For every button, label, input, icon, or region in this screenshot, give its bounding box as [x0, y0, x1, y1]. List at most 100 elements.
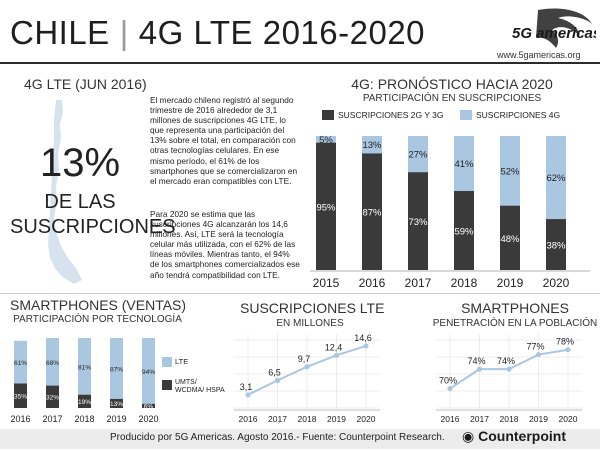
footer-bar [0, 429, 600, 449]
forecast-bar-4g [362, 136, 382, 154]
big-text-line1: DE LAS [44, 191, 116, 213]
forecast-tick: 2016 [359, 276, 386, 290]
penetration-tick: 2016 [441, 414, 460, 424]
big-percent: 13% [40, 141, 121, 185]
sales-label-lte: 61% [14, 360, 27, 367]
forecast-label-2g3g: 38% [546, 241, 566, 252]
big-text: DE LAS SUSCRIPCIONES [10, 190, 176, 240]
forecast-bar-2g3g [500, 205, 520, 270]
forecast-label-2g3g: 87% [362, 208, 382, 219]
lte-subs-point [363, 343, 369, 349]
penetration-point-label: 77% [526, 342, 544, 352]
forecast-bar-2g3g [454, 190, 474, 270]
forecast-legend-swatch-2g3g [322, 110, 334, 120]
sales-label-umts: 13% [110, 401, 123, 408]
forecast-bar-2g3g [316, 142, 336, 270]
penetration-point [565, 347, 571, 353]
sales-legend-umts: UMTS/ WCDMA/ HSPA [175, 379, 225, 394]
sales-bar-lte [78, 338, 91, 395]
lte-subs-tick: 2017 [268, 414, 287, 424]
forecast-label-2g3g: 73% [408, 217, 428, 228]
forecast-bar-4g [500, 136, 520, 206]
forecast-label-2g3g: 95% [316, 202, 336, 213]
sales-label-umts: 19% [78, 399, 91, 406]
penetration-tick: 2019 [529, 414, 548, 424]
sales-chart: 61% 35% 2016 68% 32% 2017 81% 19% 2018 87% 13% 2019… [10, 338, 159, 424]
sales-tick: 2016 [10, 414, 30, 424]
lte-subs-point [304, 364, 310, 370]
penetration-title: SMARTPHONES [461, 300, 569, 316]
logo-url: www.5gamericas.org [497, 50, 581, 60]
globe-icon [536, 8, 592, 49]
sales-legend-lte: LTE [175, 357, 189, 366]
forecast-chart: 5% 95% 2015 13% 87% 2016 27% 73% 2017 41% 59% 2018 5… [310, 135, 590, 290]
counterpoint-logo: ◉ Counterpoint [462, 428, 566, 445]
lte-subs-point-label: 9,7 [298, 354, 311, 364]
sales-label-lte: 81% [78, 364, 91, 371]
sales-label-umts: 6% [144, 403, 154, 410]
lte-subs-point [333, 352, 340, 358]
forecast-label-2g3g: 59% [454, 226, 474, 237]
sales-bar-umts [78, 394, 91, 408]
sales-bar-lte [110, 338, 123, 399]
sales-bar-lte [14, 340, 27, 384]
sales-bar-lte [46, 338, 59, 386]
sales-bar-lte [142, 338, 155, 404]
sales-bar-umts [142, 403, 155, 408]
lte-subs-tick: 2018 [298, 414, 317, 424]
lte-subs-tick: 2016 [239, 414, 258, 424]
chile-map [48, 100, 82, 284]
footer-text: Producido por 5G Americas. Agosto 2016.-… [110, 432, 445, 443]
penetration-chart: 70% 2016 74% 2017 74% 2018 77% 2019 78% 2020 [436, 334, 582, 424]
forecast-tick: 2018 [451, 276, 478, 290]
lte-subs-point-label: 6,5 [268, 367, 281, 377]
penetration-subtitle: PENETRACIÓN EN LA POBLACIÓN [432, 318, 598, 329]
penetration-point [506, 366, 512, 372]
chile-map-shape [48, 100, 82, 284]
counterpoint-label: Counterpoint [478, 428, 566, 444]
forecast-label-4g: 13% [362, 140, 382, 151]
forecast-label-2g3g: 48% [500, 234, 520, 245]
big-text-line2: SUSCRIPCIONES [10, 216, 176, 238]
title-separator: | [119, 14, 129, 51]
lte-subs-chart: 3,1 2016 6,5 2017 9,7 2018 12,4 2019 14,6 2020 [234, 333, 380, 424]
sales-bar-umts [14, 383, 27, 408]
lte-subs-point-label: 14,6 [354, 333, 372, 343]
sales-label-lte: 87% [110, 366, 123, 373]
forecast-tick: 2015 [313, 276, 340, 290]
penetration-point-label: 70% [439, 376, 457, 386]
lte-subs-point [274, 377, 281, 383]
country-label: CHILE [10, 14, 110, 51]
sales-bar-umts [46, 385, 59, 408]
penetration-point [476, 366, 483, 372]
lte-subs-subtitle: EN MILLONES [276, 318, 344, 329]
lte-subs-point-label: 12,4 [325, 342, 343, 352]
page-title: CHILE | 4G LTE 2016-2020 [10, 14, 425, 52]
forecast-subtitle: PARTICIPACIÓN EN SUSCRIPCIONES [362, 93, 542, 104]
penetration-point-label: 74% [467, 356, 485, 366]
sales-tick: 2018 [74, 414, 94, 424]
lte-subs-point [245, 392, 251, 398]
lte-subs-title: SUSCRIPCIONES LTE [240, 300, 385, 316]
penetration-tick: 2020 [559, 414, 578, 424]
forecast-bar-2g3g [408, 172, 428, 270]
forecast-tick: 2020 [543, 276, 570, 290]
penetration-point-label: 74% [497, 356, 515, 366]
brand-logo: 5G americas [512, 8, 596, 49]
sales-tick: 2020 [138, 414, 158, 424]
forecast-bar-4g [454, 136, 474, 191]
sales-bar-umts [110, 398, 123, 408]
intro-paragraph-1: El mercado chileno registró al segundo t… [150, 95, 298, 186]
lte-subs-tick: 2019 [327, 414, 346, 424]
forecast-label-4g: 41% [454, 159, 474, 170]
forecast-title: 4G: PRONÓSTICO HACIA 2020 [351, 76, 553, 92]
section-divider [0, 293, 600, 294]
forecast-tick: 2017 [405, 276, 432, 290]
sales-label-lte: 68% [46, 360, 59, 367]
forecast-label-4g: 52% [500, 166, 520, 177]
penetration-tick: 2018 [500, 414, 519, 424]
forecast-legend-2g3g: SUSCRIPCIONES 2G Y 3G [338, 110, 444, 120]
sales-title: SMARTPHONES (VENTAS) [10, 297, 187, 313]
sales-tick: 2017 [42, 414, 62, 424]
forecast-bar-4g [546, 136, 566, 220]
